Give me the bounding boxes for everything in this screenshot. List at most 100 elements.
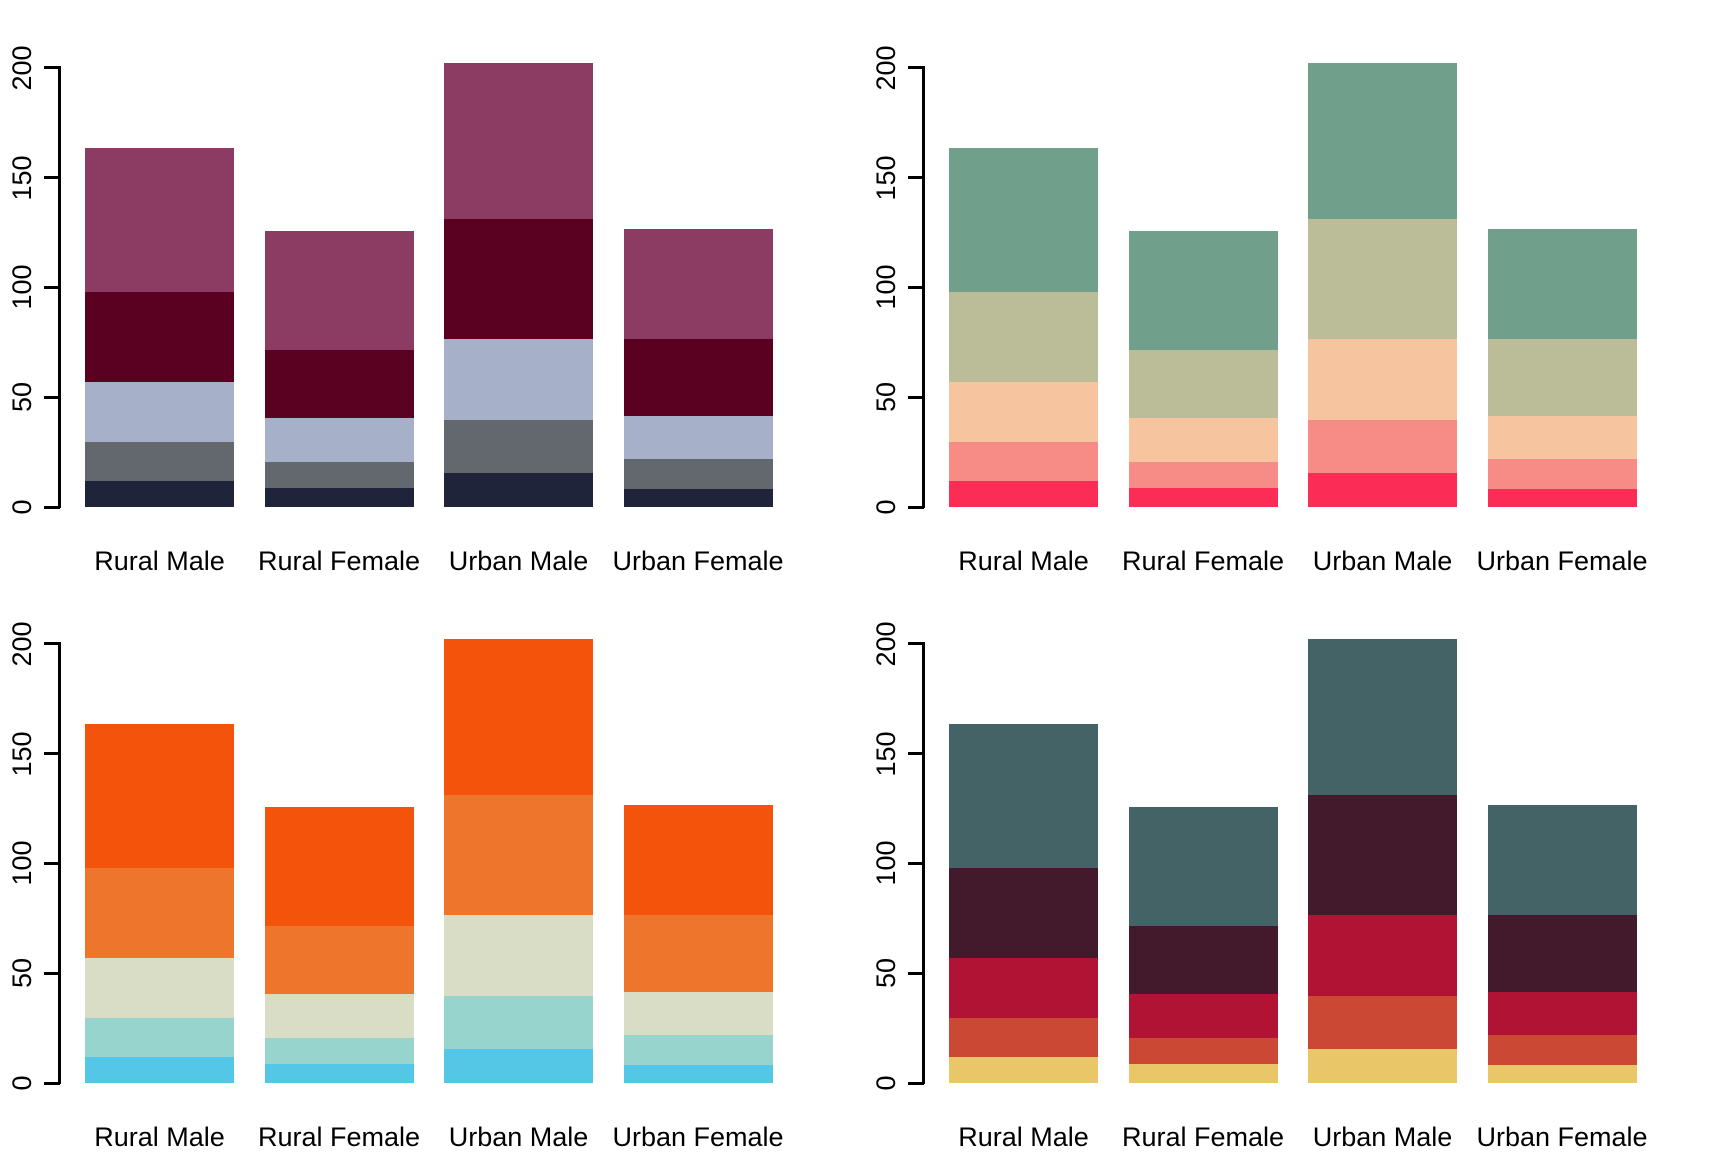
y-tick-label: 0 (871, 499, 901, 515)
category-label-rural-male: Rural Male (94, 1122, 225, 1152)
bar-segment-level-3 (85, 958, 234, 1018)
y-tick-label: 150 (871, 155, 901, 201)
bar-segment-level-1 (264, 1064, 414, 1083)
bar-segment-level-4 (444, 795, 593, 915)
bar-segment-level-5 (949, 724, 1098, 868)
bar-segment-level-3 (444, 915, 593, 996)
bar-segment-level-5 (444, 639, 593, 795)
bar-segment-level-1 (1308, 473, 1457, 507)
category-label-urban-female: Urban Female (612, 546, 784, 576)
bar-segment-level-2 (85, 1018, 234, 1057)
bar-segment-level-2 (949, 1018, 1098, 1057)
bar-rural-male (949, 148, 1098, 507)
bar-segment-level-3 (1487, 992, 1637, 1035)
bar-segment-level-2 (949, 442, 1098, 481)
category-label-urban-male: Urban Male (448, 546, 589, 576)
y-tick-label: 100 (7, 840, 37, 886)
bar-urban-male (444, 639, 593, 1083)
bar-segment-level-1 (85, 1057, 234, 1083)
bar-segment-level-1 (444, 1049, 593, 1083)
bar-segment-level-5 (623, 229, 773, 339)
y-axis-tick (44, 285, 60, 289)
y-axis-tick (44, 176, 60, 180)
bar-segment-level-5 (1128, 231, 1278, 350)
bar-urban-female (623, 805, 773, 1083)
bar-segment-level-5 (1308, 639, 1457, 795)
y-axis-tick (44, 971, 60, 975)
bar-segment-level-3 (1308, 915, 1457, 996)
bar-urban-female (623, 229, 773, 507)
bar-rural-female (1128, 807, 1278, 1083)
bar-segment-level-3 (264, 418, 414, 462)
category-label-rural-female: Rural Female (257, 1122, 421, 1152)
bar-segment-level-2 (264, 462, 414, 488)
bar-segment-level-2 (85, 442, 234, 481)
bar-segment-level-4 (1128, 926, 1278, 994)
bar-segment-level-3 (949, 382, 1098, 442)
y-axis-tick (908, 285, 924, 289)
y-tick-label: 100 (871, 264, 901, 310)
y-axis-tick (908, 861, 924, 865)
category-label-rural-female: Rural Female (1121, 546, 1285, 576)
bar-segment-level-1 (623, 489, 773, 507)
bar-segment-level-1 (1308, 1049, 1457, 1083)
y-tick-label: 0 (7, 499, 37, 515)
bar-segment-level-5 (1487, 805, 1637, 915)
bar-segment-level-2 (444, 996, 593, 1049)
y-axis-tick (908, 1081, 924, 1085)
panel-top-left: 0 50 100 150 200 Rural Male Rural Female Urban … (0, 0, 864, 576)
bar-segment-level-5 (85, 148, 234, 292)
bar-urban-male (444, 63, 593, 507)
category-label-rural-male: Rural Male (94, 546, 225, 576)
bar-segment-level-2 (264, 1038, 414, 1064)
y-tick-label: 200 (871, 621, 901, 667)
bar-rural-male (949, 724, 1098, 1083)
bar-segment-level-2 (1128, 1038, 1278, 1064)
bar-urban-male (1308, 639, 1457, 1083)
bar-rural-male (85, 148, 234, 507)
bar-segment-level-4 (85, 868, 234, 958)
y-tick-label: 150 (7, 731, 37, 777)
bar-segment-level-2 (1308, 996, 1457, 1049)
bar-segment-level-1 (1128, 488, 1278, 507)
bar-segment-level-4 (1487, 915, 1637, 992)
bar-segment-level-3 (85, 382, 234, 442)
bar-segment-level-3 (1128, 418, 1278, 462)
bar-segment-level-5 (949, 148, 1098, 292)
y-tick-label: 100 (7, 264, 37, 310)
bar-segment-level-1 (623, 1065, 773, 1083)
bar-segment-level-3 (949, 958, 1098, 1018)
bar-segment-level-5 (1128, 807, 1278, 926)
bar-segment-level-5 (1487, 229, 1637, 339)
category-label-rural-male: Rural Male (958, 546, 1089, 576)
y-tick-label: 50 (7, 958, 37, 989)
y-tick-label: 150 (871, 731, 901, 777)
y-tick-label: 0 (7, 1075, 37, 1091)
bar-segment-level-3 (1128, 994, 1278, 1038)
bar-segment-level-5 (264, 231, 414, 350)
y-axis-tick (908, 752, 924, 756)
panel-top-right: 0 50 100 150 200 Rural Male Rural Female Urban … (864, 0, 1728, 576)
category-label-urban-male: Urban Male (1312, 546, 1453, 576)
bar-segment-level-4 (1308, 219, 1457, 339)
category-label-urban-female: Urban Female (1476, 1122, 1648, 1152)
bar-segment-level-4 (949, 868, 1098, 958)
bar-segment-level-3 (1487, 416, 1637, 459)
bar-segment-level-3 (623, 992, 773, 1035)
bar-segment-level-4 (1487, 339, 1637, 416)
category-label-urban-female: Urban Female (612, 1122, 784, 1152)
category-label-rural-female: Rural Female (1121, 1122, 1285, 1152)
category-label-urban-male: Urban Male (1312, 1122, 1453, 1152)
bar-segment-level-3 (1308, 339, 1457, 420)
bar-segment-level-5 (85, 724, 234, 868)
bar-urban-female (1487, 229, 1637, 507)
bar-segment-level-4 (444, 219, 593, 339)
bar-segment-level-5 (264, 807, 414, 926)
y-axis-tick (908, 176, 924, 180)
y-tick-label: 50 (7, 382, 37, 413)
bar-segment-level-1 (444, 473, 593, 507)
bar-segment-level-1 (1487, 1065, 1637, 1083)
bar-segment-level-5 (1308, 63, 1457, 219)
bar-segment-level-5 (444, 63, 593, 219)
